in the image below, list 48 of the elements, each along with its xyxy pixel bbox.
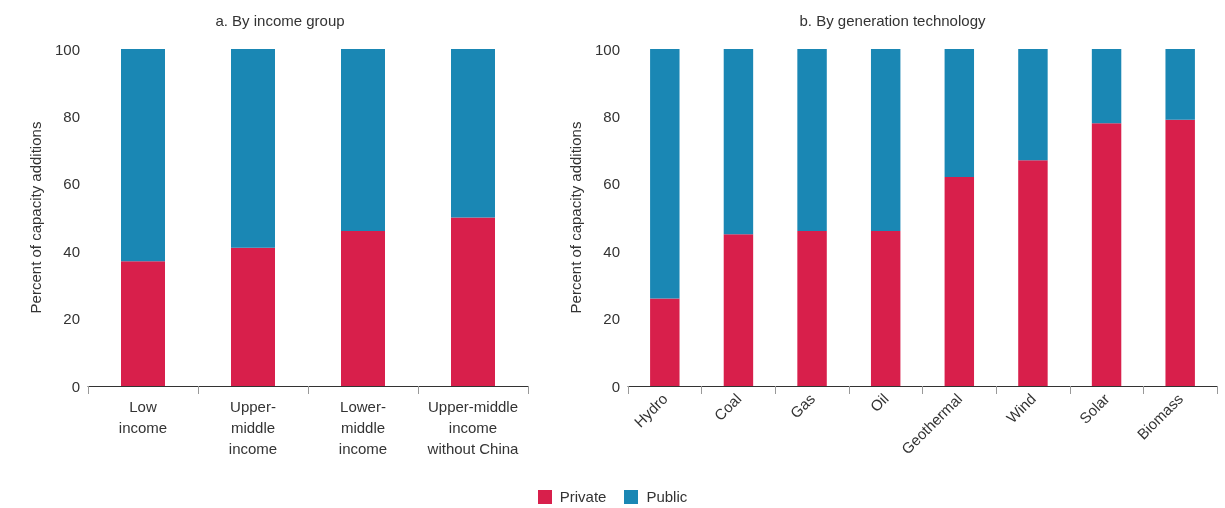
bar [451,49,495,218]
bar [944,49,975,178]
legend-label: Public [646,488,688,505]
bar [797,230,827,386]
bar [1165,119,1195,386]
bar [121,261,165,386]
bar [723,234,754,386]
y-tick-label: 60 [603,175,620,193]
x-tick-label: Upper-middle income without China [426,398,520,457]
bar [451,217,495,386]
y-tick-label: 80 [603,107,620,125]
x-tick-label: Lower- middle income [338,398,388,457]
y-tick-label: 40 [63,242,80,260]
bar [121,49,165,262]
bar [341,49,385,231]
x-tick-label: Oil [866,389,892,415]
bar [1018,160,1048,386]
bar [870,49,901,231]
bar [231,49,275,248]
y-tick-label: 100 [594,40,620,58]
bar [341,230,385,386]
chart-title: b. By generation technology [799,12,986,29]
y-axis-title: Percent of capacity additions [27,121,44,314]
y-tick-label: 0 [611,377,620,395]
bar [650,49,680,299]
y-axis-title: Percent of capacity additions [567,121,584,314]
y-tick-label: 20 [603,310,620,328]
chart-title: a. By income group [215,12,345,29]
bar [231,247,275,386]
bar [1091,123,1122,386]
x-tick-label: Gas [786,389,819,422]
y-tick-label: 60 [63,175,80,193]
bar [797,49,827,231]
bar [1018,49,1048,161]
y-tick-label: 40 [603,242,620,260]
x-tick-label: Low income [118,398,168,436]
bar [723,49,754,235]
bar [944,177,975,386]
bar [650,298,680,386]
y-tick-label: 0 [71,377,80,395]
bar [1165,49,1195,120]
y-tick-label: 80 [63,107,80,125]
bar [870,230,901,386]
y-tick-label: 20 [63,310,80,328]
x-tick-label: Upper- middle income [228,398,278,457]
legend-label: Private [559,488,607,505]
bar [1091,49,1122,124]
y-tick-label: 100 [54,40,80,58]
